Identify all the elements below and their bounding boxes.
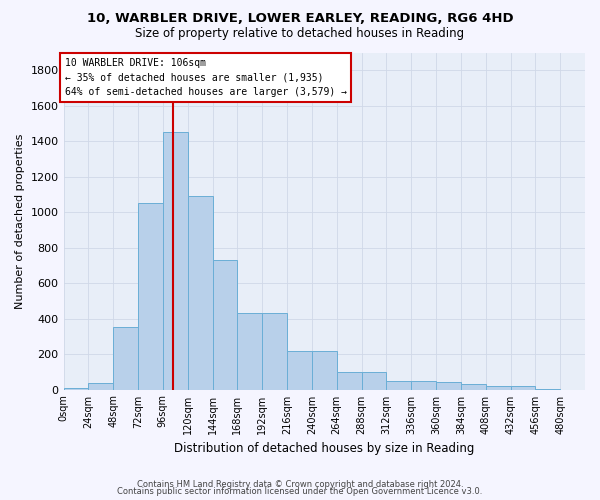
Bar (386, 380, 411, 390)
Bar (436, 382, 461, 390)
Bar (312, 352, 337, 390)
Bar (485, 386, 511, 390)
Text: 10, WARBLER DRIVE, LOWER EARLEY, READING, RG6 4HD: 10, WARBLER DRIVE, LOWER EARLEY, READING… (86, 12, 514, 26)
Bar (88, 384, 113, 390)
Bar (535, 388, 560, 390)
Bar (362, 372, 386, 390)
Bar (238, 314, 262, 390)
Bar (188, 196, 212, 390)
Text: Size of property relative to detached houses in Reading: Size of property relative to detached ho… (136, 28, 464, 40)
Bar (287, 352, 312, 390)
Bar (511, 386, 535, 390)
Bar (212, 260, 238, 390)
Text: Contains HM Land Registry data © Crown copyright and database right 2024.: Contains HM Land Registry data © Crown c… (137, 480, 463, 489)
Bar (163, 132, 188, 390)
Bar (262, 314, 287, 390)
Bar (461, 384, 485, 390)
X-axis label: Distribution of detached houses by size in Reading: Distribution of detached houses by size … (174, 442, 475, 455)
Text: 10 WARBLER DRIVE: 106sqm
← 35% of detached houses are smaller (1,935)
64% of sem: 10 WARBLER DRIVE: 106sqm ← 35% of detach… (65, 58, 347, 98)
Bar (411, 380, 436, 390)
Bar (138, 204, 163, 390)
Text: Contains public sector information licensed under the Open Government Licence v3: Contains public sector information licen… (118, 488, 482, 496)
Y-axis label: Number of detached properties: Number of detached properties (15, 134, 25, 308)
Bar (113, 328, 138, 390)
Bar (337, 372, 362, 390)
Bar (64, 388, 88, 390)
